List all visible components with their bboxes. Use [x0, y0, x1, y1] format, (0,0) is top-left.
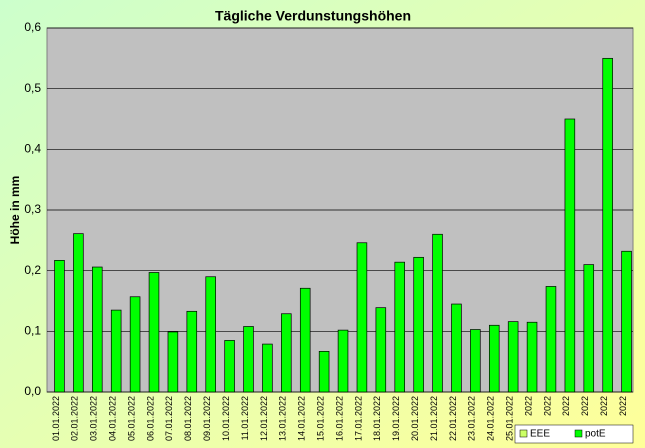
y-tick-label: 0,4: [24, 142, 41, 156]
bar: [299, 287, 311, 393]
x-tick-label: 03.01.2022: [89, 396, 99, 441]
x-tick-label: 07.01.2022: [164, 396, 174, 441]
legend-label: EEE: [530, 429, 550, 440]
y-tick-label: 0,1: [24, 324, 41, 338]
y-tick-label: 0,6: [24, 20, 41, 34]
bar: [545, 286, 557, 393]
x-tick-label: 19.01.2022: [391, 396, 401, 441]
bar: [432, 233, 443, 393]
x-tick-label: 02.01.2022: [70, 396, 80, 441]
bar: [243, 326, 254, 393]
bar: [54, 260, 65, 393]
bar: [148, 272, 160, 393]
bar: [129, 296, 141, 393]
legend: [514, 424, 634, 444]
x-tick-label: 11.01.2022: [240, 396, 250, 440]
y-tick-label: 0,5: [24, 81, 41, 95]
x-tick-label: 24.01.2022: [486, 396, 496, 441]
bar: [186, 310, 198, 393]
bar: [318, 351, 330, 393]
x-tick-label: 12.01.2022: [259, 396, 269, 441]
x-tick-label: 06.01.2022: [145, 396, 155, 441]
bar: [451, 303, 462, 393]
x-tick-label: 15.01.2022: [315, 396, 325, 441]
x-tick-label: 05.01.2022: [126, 396, 136, 441]
x-tick-label: 10.01.2022: [221, 396, 231, 441]
bar: [356, 242, 368, 393]
bar: [413, 256, 424, 393]
bar: [564, 118, 576, 393]
bar: [205, 276, 216, 393]
x-tick-label: 04.01.2022: [108, 396, 118, 441]
x-tick-label: 17.01.2022: [353, 396, 363, 441]
bar: [224, 340, 235, 393]
x-tick-label: 08.01.2022: [183, 396, 193, 441]
legend-swatch: [574, 429, 583, 438]
y-tick-label: 0,2: [24, 263, 41, 277]
bar: [167, 331, 179, 393]
x-tick-label: 16.01.2022: [334, 396, 344, 441]
bar: [488, 324, 500, 393]
legend-label: potE: [585, 429, 606, 440]
y-tick-label: 0,0: [24, 384, 41, 398]
bar: [262, 343, 273, 393]
x-tick-label: 01.01.2022: [51, 396, 61, 441]
x-tick-label: 18.01.2022: [372, 396, 382, 441]
x-tick-label: 22.01.2022: [448, 396, 458, 441]
bar: [507, 321, 519, 393]
bar: [526, 321, 538, 393]
x-tick-label: 09.01.2022: [202, 396, 212, 441]
x-tick-label: 2022: [523, 396, 533, 416]
x-tick-label: 2022: [599, 396, 609, 416]
x-tick-label: 2022: [542, 396, 552, 416]
x-tick-label: 23.01.2022: [467, 396, 477, 441]
x-tick-label: 13.01.2022: [278, 396, 288, 441]
x-tick-label: 2022: [618, 396, 628, 416]
bar: [375, 307, 387, 393]
y-axis-label: Höhe in mm: [8, 176, 22, 245]
bar: [621, 250, 632, 393]
chart-title: Tägliche Verdunstungshöhen: [215, 8, 411, 24]
bar: [470, 329, 481, 393]
bar: [281, 313, 292, 393]
y-tick-label: 0,3: [24, 202, 41, 216]
x-tick-label: 14.01.2022: [297, 396, 307, 441]
x-tick-label: 25.01.2022: [505, 396, 515, 441]
bar: [92, 266, 103, 393]
x-tick-label: 2022: [561, 396, 571, 416]
bar: [337, 329, 349, 393]
bar: [583, 264, 595, 393]
bar: [110, 309, 122, 393]
legend-swatch: [519, 429, 528, 438]
x-tick-label: 21.01.2022: [429, 396, 439, 441]
x-tick-label: 20.01.2022: [410, 396, 420, 441]
x-tick-label: 2022: [580, 396, 590, 416]
bar: [394, 261, 405, 393]
bar: [602, 57, 613, 393]
bar: [73, 233, 84, 393]
